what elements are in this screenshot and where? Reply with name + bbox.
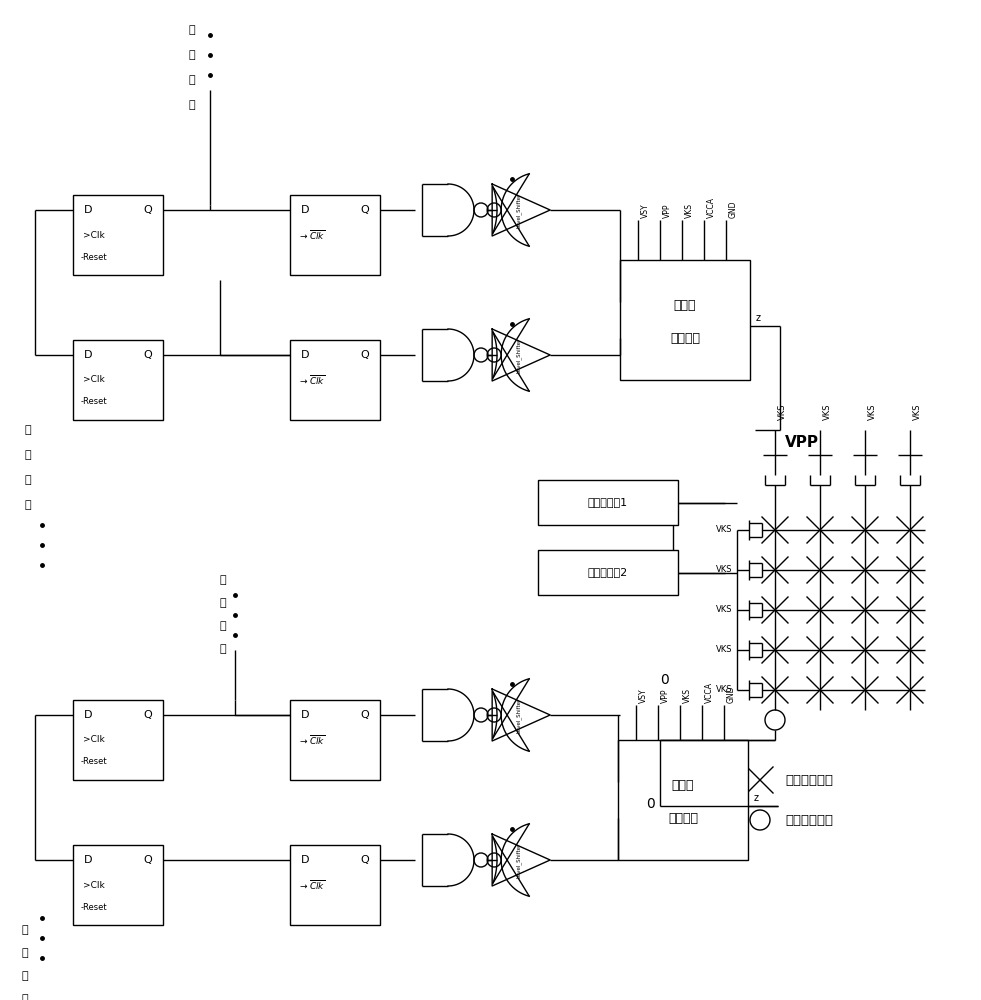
Bar bbox=[73, 845, 163, 925]
Text: Q: Q bbox=[143, 855, 152, 865]
Text: D: D bbox=[83, 350, 92, 360]
Text: 选择结构: 选择结构 bbox=[670, 332, 700, 344]
Text: >Clk: >Clk bbox=[83, 736, 105, 744]
Text: VKS: VKS bbox=[685, 203, 694, 218]
Text: VPP: VPP bbox=[663, 204, 672, 218]
Text: 多电平: 多电平 bbox=[672, 779, 695, 792]
Text: VKS: VKS bbox=[715, 605, 732, 614]
Text: Q: Q bbox=[143, 710, 152, 720]
Text: $\rightarrow\overline{Clk}$: $\rightarrow\overline{Clk}$ bbox=[298, 878, 326, 892]
Text: Q: Q bbox=[361, 350, 370, 360]
Text: 置: 置 bbox=[188, 50, 195, 60]
Text: 置: 置 bbox=[25, 450, 31, 460]
Text: VKS: VKS bbox=[868, 403, 877, 420]
Text: >Clk: >Clk bbox=[83, 880, 105, 890]
Text: $\rightarrow\overline{Clk}$: $\rightarrow\overline{Clk}$ bbox=[298, 373, 326, 387]
Text: Level_Shifter: Level_Shifter bbox=[515, 697, 521, 733]
Text: VKS: VKS bbox=[913, 403, 922, 420]
Text: 码: 码 bbox=[220, 621, 227, 631]
Text: 码: 码 bbox=[22, 971, 28, 981]
Text: 寻址寄存器2: 寻址寄存器2 bbox=[588, 568, 628, 578]
Text: -Reset: -Reset bbox=[81, 758, 108, 766]
Bar bbox=[290, 340, 380, 420]
Bar bbox=[538, 480, 678, 525]
Text: D: D bbox=[83, 710, 92, 720]
Bar bbox=[290, 845, 380, 925]
Text: Q: Q bbox=[143, 205, 152, 215]
Text: VKS: VKS bbox=[715, 526, 732, 534]
Text: VKS: VKS bbox=[715, 686, 732, 694]
Text: >Clk: >Clk bbox=[83, 375, 105, 384]
Text: 寻址寄存器1: 寻址寄存器1 bbox=[588, 497, 628, 508]
Text: 流: 流 bbox=[25, 500, 31, 510]
Text: Level_Shifter: Level_Shifter bbox=[515, 192, 521, 228]
Text: 0: 0 bbox=[660, 673, 669, 687]
Text: Q: Q bbox=[361, 205, 370, 215]
Text: -Reset: -Reset bbox=[81, 252, 108, 261]
Text: 多电平: 多电平 bbox=[674, 299, 697, 312]
Text: 置: 置 bbox=[22, 948, 28, 958]
Text: $\rightarrow\overline{Clk}$: $\rightarrow\overline{Clk}$ bbox=[298, 228, 326, 242]
Text: VKS: VKS bbox=[823, 403, 832, 420]
Bar bbox=[73, 700, 163, 780]
Text: VKS: VKS bbox=[683, 688, 692, 703]
Text: GND: GND bbox=[729, 200, 738, 218]
Text: 置: 置 bbox=[220, 598, 227, 608]
Text: 流: 流 bbox=[22, 994, 28, 1000]
Text: Level_Shifter: Level_Shifter bbox=[515, 842, 521, 878]
Text: $\rightarrow\overline{Clk}$: $\rightarrow\overline{Clk}$ bbox=[298, 733, 326, 747]
Bar bbox=[73, 340, 163, 420]
Bar bbox=[538, 550, 678, 595]
Text: 配: 配 bbox=[220, 575, 227, 585]
Text: 流: 流 bbox=[188, 100, 195, 110]
Text: 配: 配 bbox=[25, 425, 31, 435]
Text: 0: 0 bbox=[646, 797, 655, 811]
Text: D: D bbox=[301, 855, 309, 865]
Text: D: D bbox=[301, 350, 309, 360]
Text: Q: Q bbox=[361, 710, 370, 720]
Bar bbox=[290, 195, 380, 275]
Text: z: z bbox=[755, 313, 760, 323]
Bar bbox=[618, 740, 748, 860]
Text: 码: 码 bbox=[188, 75, 195, 85]
Text: VSY: VSY bbox=[639, 688, 648, 703]
Text: GND: GND bbox=[727, 686, 736, 703]
Text: 配: 配 bbox=[188, 25, 195, 35]
Text: VCCA: VCCA bbox=[705, 682, 714, 703]
Text: VPP: VPP bbox=[661, 688, 670, 703]
Bar bbox=[73, 195, 163, 275]
Text: 码: 码 bbox=[25, 475, 31, 485]
Text: D: D bbox=[301, 205, 309, 215]
Text: -Reset: -Reset bbox=[81, 902, 108, 912]
Text: Q: Q bbox=[143, 350, 152, 360]
Text: -Reset: -Reset bbox=[81, 397, 108, 406]
Text: D: D bbox=[83, 205, 92, 215]
Text: 待编程反熔丝: 待编程反熔丝 bbox=[785, 814, 833, 826]
Text: 配: 配 bbox=[22, 925, 28, 935]
Text: VKS: VKS bbox=[715, 646, 732, 654]
Text: VCCA: VCCA bbox=[707, 197, 716, 218]
Text: VPP: VPP bbox=[785, 435, 819, 450]
Text: z: z bbox=[753, 793, 758, 803]
Text: 流: 流 bbox=[220, 644, 227, 654]
Text: 选择结构: 选择结构 bbox=[668, 812, 698, 824]
Text: D: D bbox=[83, 855, 92, 865]
Text: D: D bbox=[301, 710, 309, 720]
Text: >Clk: >Clk bbox=[83, 231, 105, 239]
Text: 未编程反熔丝: 未编程反熔丝 bbox=[785, 774, 833, 786]
Text: VKS: VKS bbox=[778, 403, 787, 420]
Text: VSY: VSY bbox=[641, 203, 650, 218]
Text: Q: Q bbox=[361, 855, 370, 865]
Text: VKS: VKS bbox=[715, 566, 732, 574]
Text: Level_Shifter: Level_Shifter bbox=[515, 337, 521, 373]
Bar bbox=[290, 700, 380, 780]
Bar bbox=[620, 260, 750, 380]
